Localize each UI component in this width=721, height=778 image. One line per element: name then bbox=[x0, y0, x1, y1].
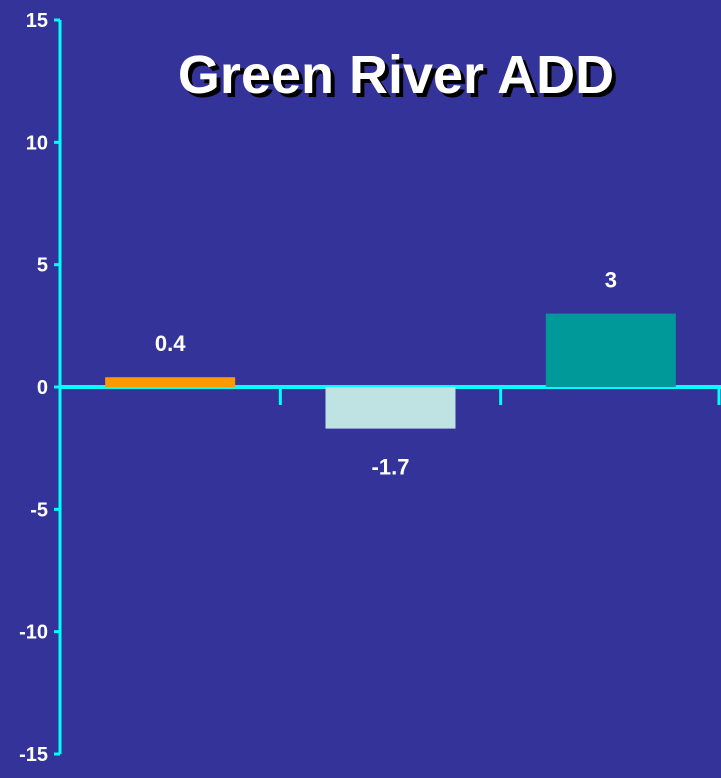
y-tick-label: -5 bbox=[30, 499, 48, 521]
data-label: 3 bbox=[605, 268, 617, 293]
bars bbox=[105, 313, 676, 429]
data-label: 0.4 bbox=[155, 331, 186, 356]
y-tick-label: -10 bbox=[19, 622, 48, 644]
y-tick-label: -15 bbox=[19, 744, 48, 766]
chart-title-shadow: Green River ADD bbox=[182, 49, 618, 109]
bar bbox=[545, 313, 676, 387]
y-tick-label: 15 bbox=[26, 10, 48, 32]
data-label: -1.7 bbox=[372, 455, 410, 480]
labels: 0.4 -1.7 3 bbox=[155, 268, 617, 480]
bar bbox=[325, 387, 456, 429]
y-tick-label: 0 bbox=[37, 377, 48, 399]
y-tick-label: 5 bbox=[37, 255, 48, 277]
chart-title: Green River ADD bbox=[178, 45, 614, 105]
y-tick-label: 10 bbox=[26, 132, 48, 154]
bar bbox=[105, 377, 236, 387]
